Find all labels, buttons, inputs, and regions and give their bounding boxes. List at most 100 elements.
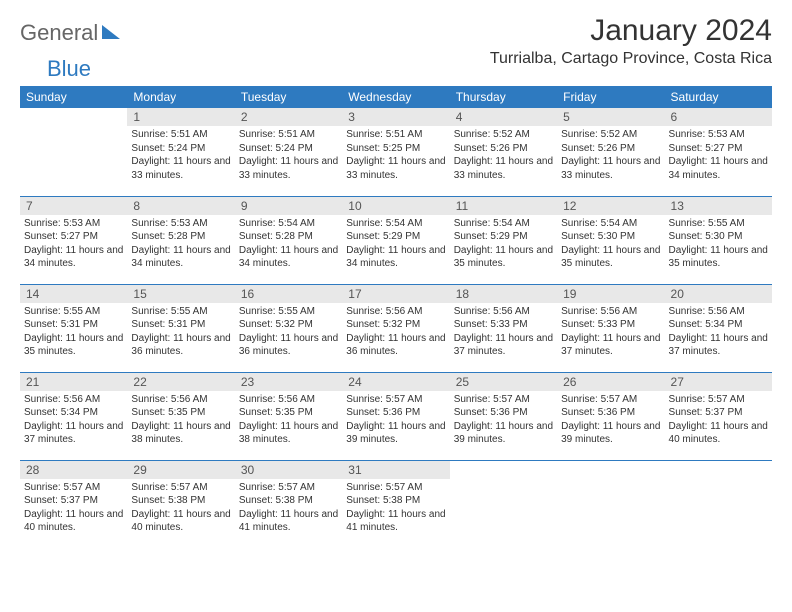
day-details: Sunrise: 5:57 AMSunset: 5:38 PMDaylight:…: [127, 479, 234, 537]
day-details: Sunrise: 5:54 AMSunset: 5:29 PMDaylight:…: [342, 215, 449, 273]
calendar-cell: 8Sunrise: 5:53 AMSunset: 5:28 PMDaylight…: [127, 196, 234, 284]
day-details: Sunrise: 5:56 AMSunset: 5:33 PMDaylight:…: [450, 303, 557, 361]
calendar-cell: 9Sunrise: 5:54 AMSunset: 5:28 PMDaylight…: [235, 196, 342, 284]
day-details: Sunrise: 5:56 AMSunset: 5:34 PMDaylight:…: [20, 391, 127, 449]
calendar-cell: 21Sunrise: 5:56 AMSunset: 5:34 PMDayligh…: [20, 372, 127, 460]
calendar-cell: 20Sunrise: 5:56 AMSunset: 5:34 PMDayligh…: [665, 284, 772, 372]
calendar-table: Sunday Monday Tuesday Wednesday Thursday…: [20, 86, 772, 546]
day-number: 15: [127, 285, 234, 303]
calendar-cell: 23Sunrise: 5:56 AMSunset: 5:35 PMDayligh…: [235, 372, 342, 460]
day-number: 24: [342, 373, 449, 391]
calendar-row: 28Sunrise: 5:57 AMSunset: 5:37 PMDayligh…: [20, 460, 772, 546]
calendar-cell: [665, 460, 772, 546]
day-details: Sunrise: 5:53 AMSunset: 5:28 PMDaylight:…: [127, 215, 234, 273]
calendar-cell: 15Sunrise: 5:55 AMSunset: 5:31 PMDayligh…: [127, 284, 234, 372]
calendar-row: 7Sunrise: 5:53 AMSunset: 5:27 PMDaylight…: [20, 196, 772, 284]
day-number: 11: [450, 197, 557, 215]
day-number: 3: [342, 108, 449, 126]
day-number: 4: [450, 108, 557, 126]
calendar-cell: 12Sunrise: 5:54 AMSunset: 5:30 PMDayligh…: [557, 196, 664, 284]
logo: General: [20, 14, 122, 46]
calendar-cell: 27Sunrise: 5:57 AMSunset: 5:37 PMDayligh…: [665, 372, 772, 460]
day-number: 21: [20, 373, 127, 391]
calendar-cell: 19Sunrise: 5:56 AMSunset: 5:33 PMDayligh…: [557, 284, 664, 372]
day-details: Sunrise: 5:55 AMSunset: 5:32 PMDaylight:…: [235, 303, 342, 361]
day-details: Sunrise: 5:55 AMSunset: 5:30 PMDaylight:…: [665, 215, 772, 273]
day-details: Sunrise: 5:57 AMSunset: 5:36 PMDaylight:…: [450, 391, 557, 449]
calendar-cell: 17Sunrise: 5:56 AMSunset: 5:32 PMDayligh…: [342, 284, 449, 372]
day-number: 30: [235, 461, 342, 479]
calendar-cell: [20, 108, 127, 196]
day-header: Sunday: [20, 86, 127, 108]
day-number: 2: [235, 108, 342, 126]
day-details: Sunrise: 5:56 AMSunset: 5:35 PMDaylight:…: [235, 391, 342, 449]
day-header-row: Sunday Monday Tuesday Wednesday Thursday…: [20, 86, 772, 108]
day-details: Sunrise: 5:56 AMSunset: 5:32 PMDaylight:…: [342, 303, 449, 361]
calendar-cell: 10Sunrise: 5:54 AMSunset: 5:29 PMDayligh…: [342, 196, 449, 284]
calendar-cell: 29Sunrise: 5:57 AMSunset: 5:38 PMDayligh…: [127, 460, 234, 546]
day-header: Monday: [127, 86, 234, 108]
calendar-cell: 28Sunrise: 5:57 AMSunset: 5:37 PMDayligh…: [20, 460, 127, 546]
day-details: Sunrise: 5:52 AMSunset: 5:26 PMDaylight:…: [557, 126, 664, 184]
day-details: Sunrise: 5:51 AMSunset: 5:24 PMDaylight:…: [235, 126, 342, 184]
calendar-cell: 13Sunrise: 5:55 AMSunset: 5:30 PMDayligh…: [665, 196, 772, 284]
day-header: Thursday: [450, 86, 557, 108]
day-number: 23: [235, 373, 342, 391]
calendar-cell: 5Sunrise: 5:52 AMSunset: 5:26 PMDaylight…: [557, 108, 664, 196]
day-number: 7: [20, 197, 127, 215]
calendar-cell: 3Sunrise: 5:51 AMSunset: 5:25 PMDaylight…: [342, 108, 449, 196]
day-details: Sunrise: 5:55 AMSunset: 5:31 PMDaylight:…: [20, 303, 127, 361]
day-header: Friday: [557, 86, 664, 108]
day-details: Sunrise: 5:51 AMSunset: 5:25 PMDaylight:…: [342, 126, 449, 184]
day-details: Sunrise: 5:53 AMSunset: 5:27 PMDaylight:…: [20, 215, 127, 273]
day-number: 6: [665, 108, 772, 126]
day-number: 1: [127, 108, 234, 126]
calendar-cell: 24Sunrise: 5:57 AMSunset: 5:36 PMDayligh…: [342, 372, 449, 460]
day-number: 22: [127, 373, 234, 391]
day-number: 27: [665, 373, 772, 391]
calendar-cell: 6Sunrise: 5:53 AMSunset: 5:27 PMDaylight…: [665, 108, 772, 196]
calendar-cell: 26Sunrise: 5:57 AMSunset: 5:36 PMDayligh…: [557, 372, 664, 460]
day-details: Sunrise: 5:55 AMSunset: 5:31 PMDaylight:…: [127, 303, 234, 361]
day-details: Sunrise: 5:56 AMSunset: 5:35 PMDaylight:…: [127, 391, 234, 449]
day-number: 29: [127, 461, 234, 479]
day-details: Sunrise: 5:57 AMSunset: 5:38 PMDaylight:…: [342, 479, 449, 537]
day-details: Sunrise: 5:54 AMSunset: 5:30 PMDaylight:…: [557, 215, 664, 273]
day-details: Sunrise: 5:57 AMSunset: 5:36 PMDaylight:…: [342, 391, 449, 449]
day-number: 17: [342, 285, 449, 303]
day-details: Sunrise: 5:57 AMSunset: 5:38 PMDaylight:…: [235, 479, 342, 537]
page-title: January 2024: [490, 14, 772, 48]
day-number: 14: [20, 285, 127, 303]
day-number: 25: [450, 373, 557, 391]
calendar-row: 1Sunrise: 5:51 AMSunset: 5:24 PMDaylight…: [20, 108, 772, 196]
day-number: 13: [665, 197, 772, 215]
day-details: Sunrise: 5:54 AMSunset: 5:28 PMDaylight:…: [235, 215, 342, 273]
day-number: 9: [235, 197, 342, 215]
day-header: Wednesday: [342, 86, 449, 108]
day-number: 18: [450, 285, 557, 303]
calendar-row: 14Sunrise: 5:55 AMSunset: 5:31 PMDayligh…: [20, 284, 772, 372]
day-header: Tuesday: [235, 86, 342, 108]
day-number: 19: [557, 285, 664, 303]
calendar-cell: 4Sunrise: 5:52 AMSunset: 5:26 PMDaylight…: [450, 108, 557, 196]
day-details: Sunrise: 5:51 AMSunset: 5:24 PMDaylight:…: [127, 126, 234, 184]
day-number: 20: [665, 285, 772, 303]
logo-text-blue: Blue: [47, 56, 792, 82]
calendar-cell: 25Sunrise: 5:57 AMSunset: 5:36 PMDayligh…: [450, 372, 557, 460]
day-header: Saturday: [665, 86, 772, 108]
calendar-cell: [557, 460, 664, 546]
day-number: 10: [342, 197, 449, 215]
day-number: 31: [342, 461, 449, 479]
calendar-cell: 11Sunrise: 5:54 AMSunset: 5:29 PMDayligh…: [450, 196, 557, 284]
day-number: 12: [557, 197, 664, 215]
day-details: Sunrise: 5:57 AMSunset: 5:37 PMDaylight:…: [665, 391, 772, 449]
day-number: 5: [557, 108, 664, 126]
day-number: 26: [557, 373, 664, 391]
day-details: Sunrise: 5:57 AMSunset: 5:37 PMDaylight:…: [20, 479, 127, 537]
day-details: Sunrise: 5:56 AMSunset: 5:33 PMDaylight:…: [557, 303, 664, 361]
day-details: Sunrise: 5:56 AMSunset: 5:34 PMDaylight:…: [665, 303, 772, 361]
day-details: Sunrise: 5:54 AMSunset: 5:29 PMDaylight:…: [450, 215, 557, 273]
calendar-cell: 14Sunrise: 5:55 AMSunset: 5:31 PMDayligh…: [20, 284, 127, 372]
logo-text-general: General: [20, 20, 98, 46]
day-details: Sunrise: 5:52 AMSunset: 5:26 PMDaylight:…: [450, 126, 557, 184]
